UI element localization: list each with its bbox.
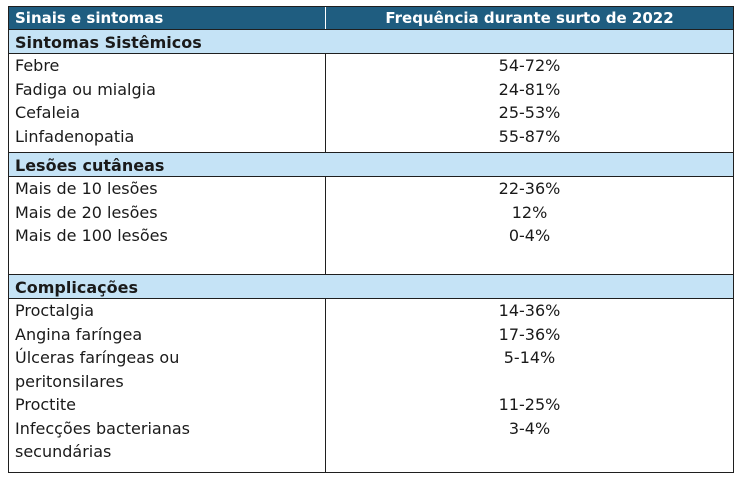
- row-value: 3-4%: [508, 418, 551, 438]
- row-value: 11-25%: [498, 395, 561, 414]
- row-value: 54-72%: [498, 56, 561, 75]
- row-label: Infecções bacterianas secundárias: [15, 418, 190, 462]
- header-signs-symptoms: Sinais e sintomas: [9, 7, 326, 29]
- row-label: Linfadenopatia: [15, 126, 135, 146]
- row-value: 22-36%: [498, 179, 561, 198]
- section-systemic-symptoms: Sintomas Sistêmicos: [9, 29, 733, 54]
- row-value: 5-14%: [503, 348, 556, 367]
- row-value: 12%: [511, 202, 548, 222]
- row-label: Febre: [15, 56, 60, 75]
- row-label: Proctite: [15, 395, 77, 414]
- section-body: Febre Fadiga ou mialgia Cefaleia Linfade…: [9, 54, 733, 152]
- row-value: 14-36%: [498, 301, 561, 320]
- row-label: Úlceras faríngeas ou peritonsilares: [15, 348, 180, 391]
- row-label: Mais de 20 lesões: [15, 202, 158, 222]
- row-label: Cefaleia: [15, 103, 80, 122]
- row-value: 17-36%: [498, 324, 561, 344]
- row-label: Proctalgia: [15, 301, 95, 320]
- row-value: 24-81%: [498, 79, 561, 99]
- row-label: Mais de 10 lesões: [15, 179, 158, 198]
- section-skin-lesions: Lesões cutâneas: [9, 152, 733, 177]
- symptoms-table: Sinais e sintomas Frequência durante sur…: [8, 6, 734, 473]
- row-value: 25-53%: [498, 103, 561, 122]
- row-label: Mais de 100 lesões: [15, 226, 168, 245]
- row-value: 0-4%: [508, 226, 551, 245]
- table-header: Sinais e sintomas Frequência durante sur…: [9, 7, 733, 29]
- row-value: 55-87%: [498, 126, 561, 146]
- header-frequency: Frequência durante surto de 2022: [385, 9, 674, 27]
- section-body: Proctalgia Angina faríngea Úlceras farín…: [9, 299, 733, 472]
- row-label: Angina faríngea: [15, 324, 143, 344]
- section-body: Mais de 10 lesões Mais de 20 lesões Mais…: [9, 177, 733, 274]
- row-label: Fadiga ou mialgia: [15, 79, 156, 99]
- section-complications: Complicações: [9, 274, 733, 299]
